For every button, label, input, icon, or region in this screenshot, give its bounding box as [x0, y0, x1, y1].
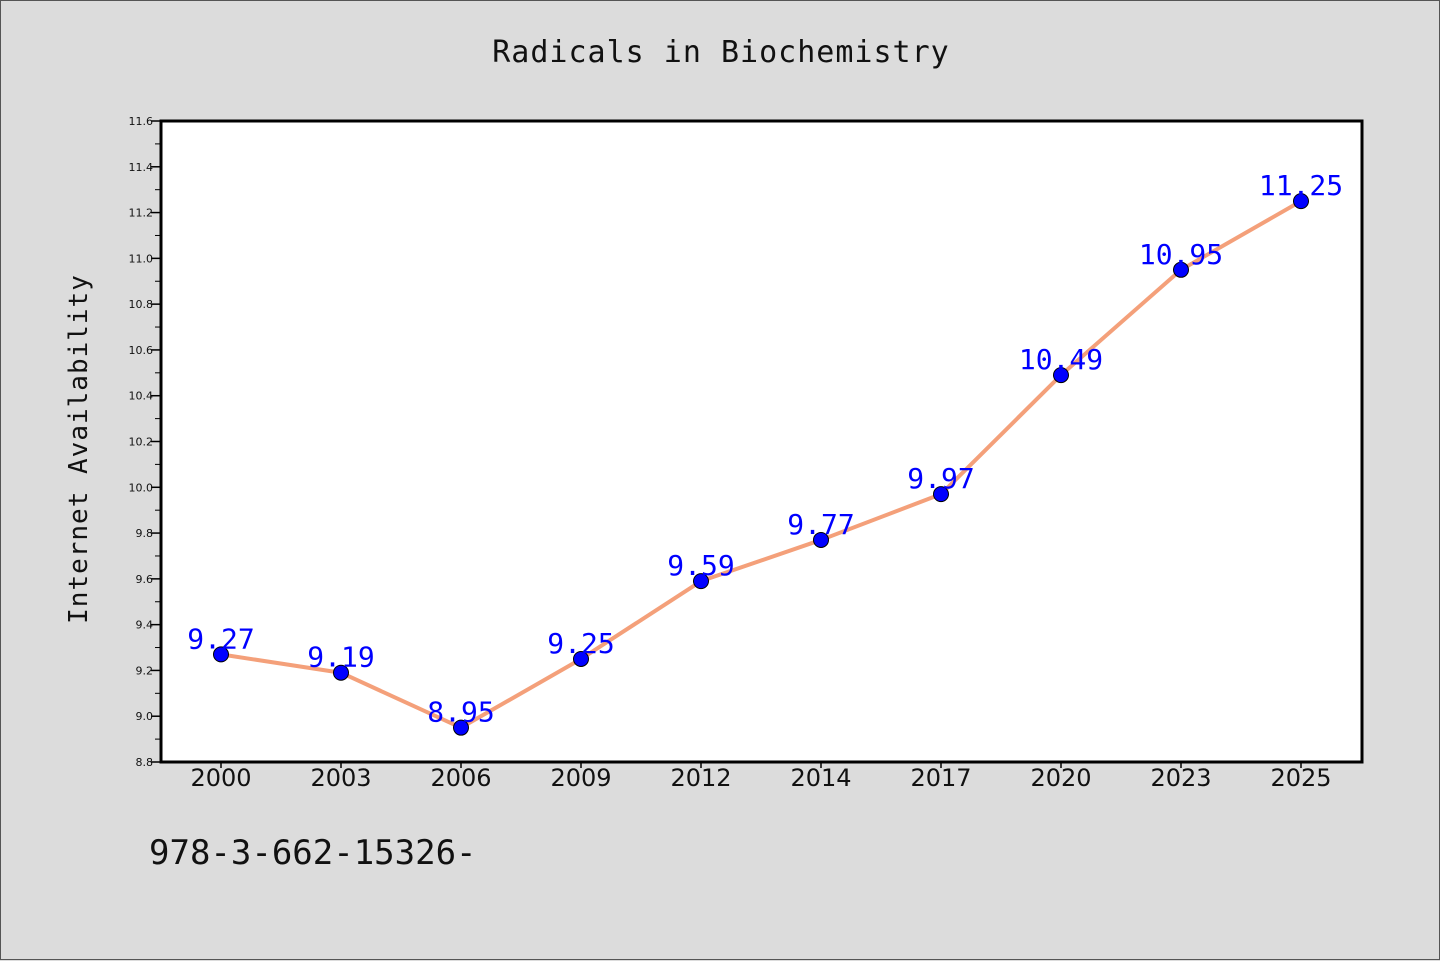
data-label: 9.77	[787, 508, 854, 541]
x-tick-label: 2023	[1150, 764, 1211, 792]
data-label: 8.95	[427, 696, 494, 729]
plot-area	[159, 119, 1364, 764]
x-axis: 2000 2003 2006 2009 2012 2014 2017 2020 2023 2025	[190, 762, 1332, 792]
x-tick-label: 2025	[1270, 764, 1331, 792]
data-label: 9.19	[307, 641, 374, 674]
data-point	[1173, 261, 1189, 278]
data-label: 10.95	[1139, 238, 1223, 271]
footer-isbn: 978-3-662-15326-	[149, 833, 477, 873]
y-tick-label: 9.0	[136, 710, 154, 723]
x-tick-label: 2020	[1030, 764, 1091, 792]
data-point	[1053, 367, 1069, 384]
data-point	[693, 573, 709, 590]
y-tick-label: 10.8	[129, 298, 154, 311]
y-tick-label: 9.4	[136, 619, 154, 632]
data-label: 9.59	[667, 549, 734, 582]
y-tick-label: 11.2	[129, 207, 154, 220]
data-point	[1293, 193, 1309, 210]
data-label: 10.49	[1019, 343, 1103, 376]
y-tick-label: 11.0	[129, 252, 154, 265]
y-tick-label: 10.4	[129, 390, 154, 403]
x-tick-label: 2000	[190, 764, 251, 792]
y-tick-label: 9.6	[136, 573, 154, 586]
data-label: 9.25	[547, 627, 614, 660]
y-tick-label: 9.8	[136, 527, 154, 540]
chart-title: Radicals in Biochemistry	[492, 35, 950, 70]
x-tick-label: 2017	[910, 764, 971, 792]
y-tick-label: 10.0	[129, 481, 154, 494]
y-axis-title: Internet Availability	[64, 274, 94, 624]
y-tick-label: 9.2	[136, 664, 154, 677]
series-line	[220, 199, 1302, 730]
series-line-group	[220, 199, 1302, 730]
data-markers	[213, 193, 1309, 736]
data-label: 11.25	[1259, 169, 1343, 202]
data-point	[933, 486, 949, 503]
x-tick-label: 2009	[550, 764, 611, 792]
y-tick-label: 10.6	[129, 344, 154, 357]
y-tick-label: 10.2	[129, 436, 154, 449]
data-point	[333, 664, 349, 681]
x-tick-label: 2014	[790, 764, 851, 792]
y-axis: 8.8 9.0 9.2 9.4 9.6 9.8 10.0 10.2 10.4 10.6 10.8 11…	[129, 115, 161, 769]
data-point	[453, 719, 469, 736]
x-tick-label: 2012	[670, 764, 731, 792]
x-tick-label: 2003	[310, 764, 371, 792]
y-tick-label: 8.8	[136, 756, 154, 769]
data-point	[213, 646, 229, 663]
data-label: 9.97	[907, 462, 974, 495]
y-tick-label: 11.6	[129, 115, 154, 128]
data-labels: 9.27 9.19 8.95 9.25 9.59 9.77 9.97 10.49 10.95 11…	[187, 169, 1343, 729]
y-tick-label: 11.4	[129, 161, 154, 174]
x-tick-label: 2006	[430, 764, 491, 792]
data-point	[573, 650, 589, 667]
data-label: 9.27	[187, 622, 254, 655]
data-point	[813, 531, 829, 548]
